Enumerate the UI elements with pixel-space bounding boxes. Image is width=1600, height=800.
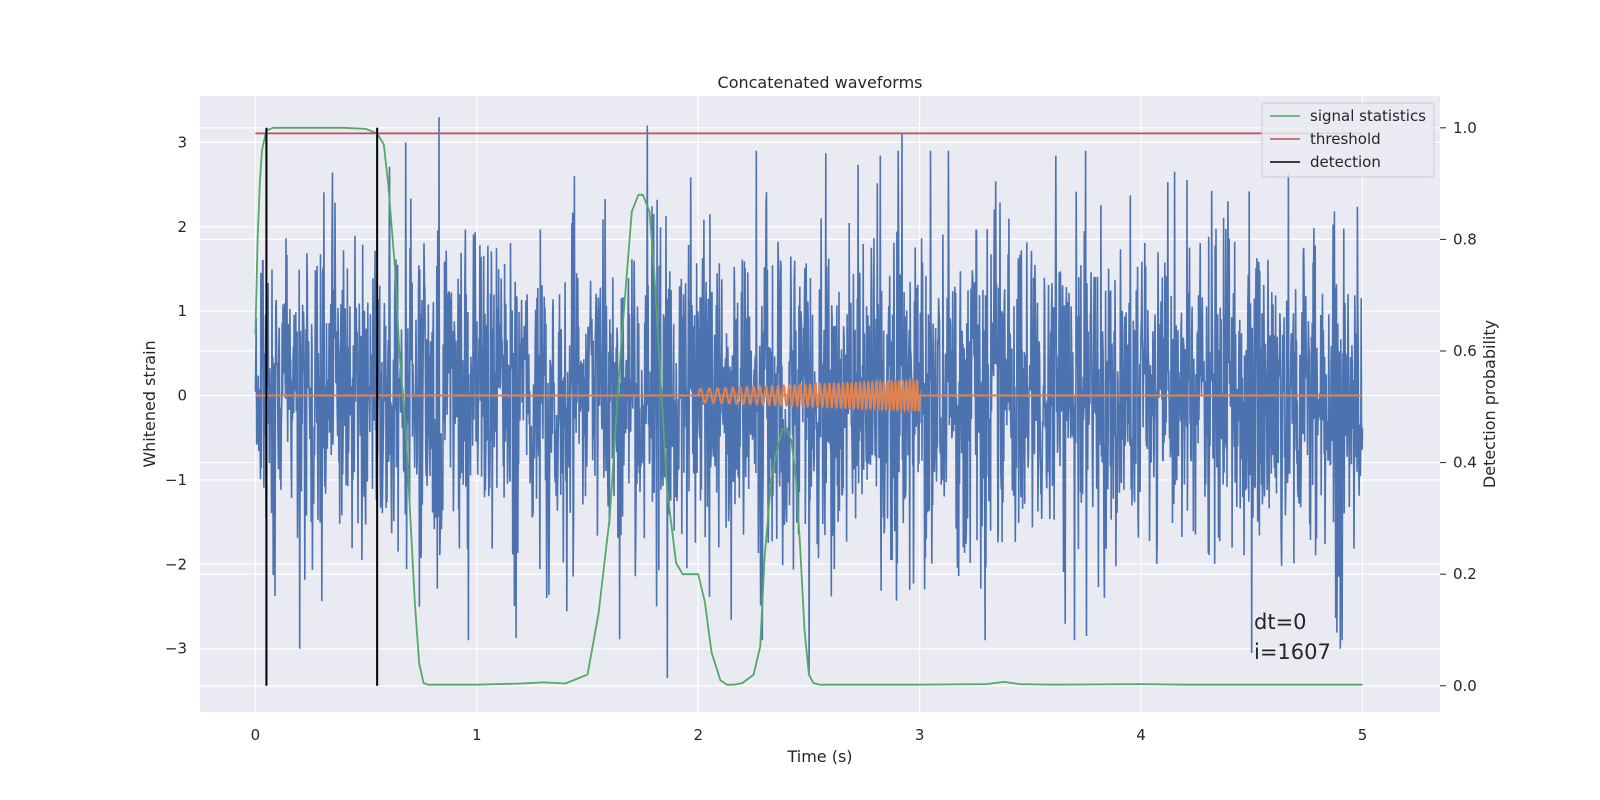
right-y-tick-label: 0.6 bbox=[1453, 342, 1477, 360]
annotation-i: i=1607 bbox=[1254, 640, 1331, 664]
x-tick-label: 3 bbox=[915, 726, 925, 744]
right-y-tick-label: 1.0 bbox=[1453, 119, 1477, 137]
right-y-tick-label: 0.2 bbox=[1453, 565, 1477, 583]
legend-label-threshold: threshold bbox=[1310, 130, 1381, 148]
right-y-tick-label: 0.0 bbox=[1453, 677, 1477, 695]
y-tick-label: −3 bbox=[165, 640, 187, 658]
right-y-tick-label: 0.8 bbox=[1453, 230, 1477, 248]
right-y-tick-label: 0.4 bbox=[1453, 454, 1477, 472]
injected-chirp-line bbox=[697, 376, 921, 414]
right-y-axis-ticks: 1.0 0.8 0.6 0.4 0.2 0.0 bbox=[1440, 119, 1477, 695]
signal-statistics-line bbox=[254, 126, 1363, 686]
signal-statistics-series bbox=[254, 126, 1363, 686]
y-tick-label: −2 bbox=[165, 555, 187, 573]
y-tick-label: 3 bbox=[177, 133, 187, 151]
legend-label-detection: detection bbox=[1310, 153, 1381, 171]
x-tick-label: 5 bbox=[1358, 726, 1368, 744]
y-axis-ticks: 3 2 1 0 −1 −2 −3 bbox=[165, 133, 187, 657]
annotation-dt: dt=0 bbox=[1254, 610, 1307, 634]
x-tick-label: 2 bbox=[693, 726, 703, 744]
x-tick-label: 1 bbox=[472, 726, 482, 744]
detection-series bbox=[265, 127, 379, 686]
injected-signal-series bbox=[255, 376, 1363, 414]
y-tick-label: 2 bbox=[177, 218, 187, 236]
y-tick-label: −1 bbox=[165, 471, 187, 489]
legend: signal statistics threshold detection bbox=[1261, 102, 1435, 178]
whitened-strain-line bbox=[254, 117, 1364, 679]
y-tick-label: 1 bbox=[177, 302, 187, 320]
x-axis-label: Time (s) bbox=[786, 747, 852, 766]
y-tick-label: 0 bbox=[177, 387, 187, 405]
legend-label-signal-statistics: signal statistics bbox=[1310, 107, 1426, 125]
x-tick-label: 0 bbox=[251, 726, 261, 744]
whitened-strain-series bbox=[254, 117, 1364, 679]
right-y-axis-label: Detection probability bbox=[1480, 320, 1499, 488]
x-axis-ticks: 0 1 2 3 4 5 bbox=[251, 726, 1368, 744]
chart-title: Concatenated waveforms bbox=[718, 73, 923, 92]
y-axis-label: Whitened strain bbox=[140, 340, 159, 467]
x-tick-label: 4 bbox=[1136, 726, 1146, 744]
legend-box bbox=[1261, 102, 1435, 178]
